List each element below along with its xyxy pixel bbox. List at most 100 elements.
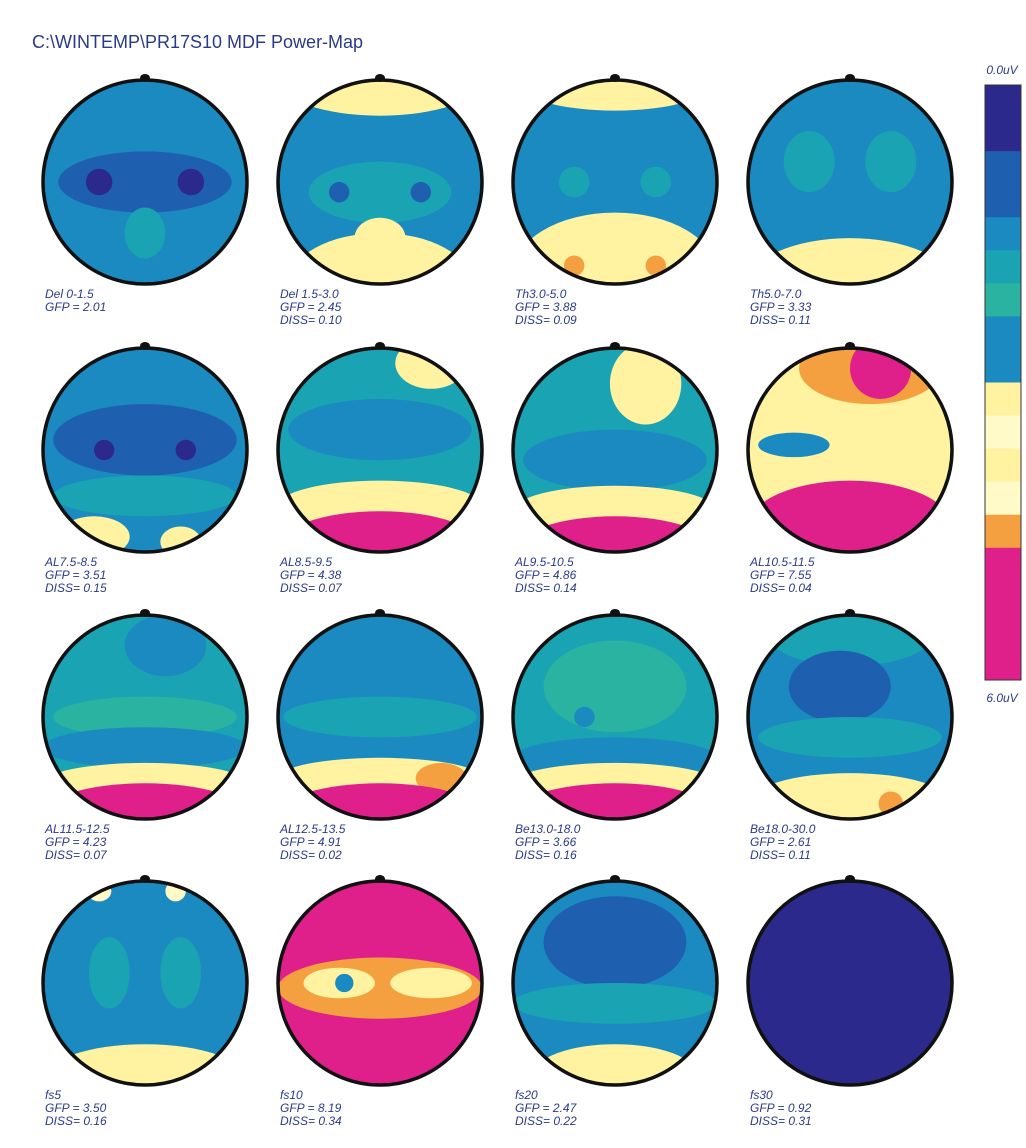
map-region (335, 973, 354, 993)
map-region (177, 168, 205, 196)
scalp-map (41, 875, 249, 1087)
colorbar-segment (985, 646, 1021, 681)
map-base (43, 881, 247, 1085)
head-outline (276, 346, 484, 554)
gfp-label: GFP = 4.38 (280, 568, 342, 582)
gfp-label: GFP = 0.92 (750, 1101, 812, 1115)
map-region (288, 233, 472, 284)
map-label: fs5 (45, 1088, 61, 1102)
map-region (58, 151, 232, 213)
colorbar-segment (985, 514, 1021, 549)
map-fill (748, 615, 952, 819)
colorbar-segment (985, 613, 1021, 648)
gfp-label: GFP = 3.66 (515, 835, 577, 849)
map-region (865, 131, 917, 193)
map-region (278, 511, 482, 552)
colorbar-segment (985, 481, 1021, 516)
colorbar-segment (985, 448, 1021, 483)
diss-label: DISS= 0.04 (750, 581, 812, 595)
map-label: fs30 (750, 1088, 773, 1102)
map-label: fs10 (280, 1088, 303, 1102)
gfp-label: GFP = 7.55 (750, 568, 812, 582)
head-outline (41, 346, 249, 554)
map-region (53, 696, 237, 738)
colorbar-segment (985, 382, 1021, 417)
scalp-map (276, 875, 484, 1087)
map-fill (748, 881, 952, 1085)
map-region (788, 650, 891, 723)
scalp-map (41, 342, 249, 554)
head-outline (511, 879, 719, 1087)
map-fill (278, 615, 482, 819)
colorbar-segment (985, 316, 1021, 350)
diss-label: DISS= 0.15 (45, 581, 107, 595)
colorbar-segment (985, 118, 1021, 152)
map-region (160, 937, 202, 1009)
map-region (278, 80, 482, 116)
head-outline (746, 78, 954, 286)
map-region (53, 404, 237, 476)
map-region (43, 1044, 247, 1085)
head-outline (746, 346, 954, 554)
map-region (748, 238, 952, 284)
diss-label: DISS= 0.31 (750, 1114, 812, 1128)
colorbar-frame (984, 84, 1022, 681)
head-outline (511, 78, 719, 286)
colorbar-top-label: 0.0uV (986, 63, 1018, 77)
map-region (94, 439, 115, 461)
map-region (124, 207, 166, 259)
gfp-label: GFP = 2.47 (515, 1101, 578, 1115)
diss-label: DISS= 0.16 (515, 848, 577, 862)
map-region (43, 783, 247, 819)
map-fill (43, 615, 247, 819)
map-region (124, 615, 207, 677)
diss-label: DISS= 0.02 (280, 848, 342, 862)
colorbar (984, 84, 1022, 681)
map-fill (748, 348, 952, 552)
gfp-label: GFP = 4.86 (515, 568, 577, 582)
gfp-label: GFP = 2.61 (750, 835, 811, 849)
gfp-label: GFP = 3.50 (45, 1101, 107, 1115)
head-outline (511, 346, 719, 554)
diss-label: DISS= 0.07 (45, 848, 108, 862)
map-base (748, 80, 952, 284)
map-label: Th5.0-7.0 (750, 287, 802, 301)
map-region (53, 475, 237, 517)
colorbar-segment (985, 349, 1021, 383)
map-region (558, 166, 590, 198)
scalp-map (511, 609, 719, 821)
map-region (758, 717, 942, 758)
diss-label: DISS= 0.14 (515, 581, 577, 595)
map-region (283, 696, 477, 738)
scalp-map (276, 74, 484, 286)
map-label: Del 1.5-3.0 (280, 287, 339, 301)
scalp-map (276, 609, 484, 821)
map-fill (278, 881, 482, 1085)
head-outline (41, 613, 249, 821)
colorbar-segment (985, 85, 1021, 119)
gfp-label: GFP = 3.88 (515, 300, 577, 314)
map-fill (513, 881, 717, 1085)
colorbar-segment (985, 283, 1021, 317)
map-region (390, 967, 472, 999)
map-region (175, 439, 196, 461)
map-region (783, 131, 835, 193)
scalp-map (746, 342, 954, 554)
map-region (564, 255, 585, 276)
gfp-label: GFP = 8.19 (280, 1101, 342, 1115)
map-fill (513, 348, 717, 552)
head-outline (41, 78, 249, 286)
diss-label: DISS= 0.34 (280, 1114, 342, 1128)
scalp-map (746, 875, 954, 1087)
map-region (574, 706, 595, 728)
colorbar-bottom-label: 6.0uV (986, 691, 1018, 705)
title: C:\WINTEMP\PR17S10 MDF Power-Map (32, 32, 363, 52)
diss-label: DISS= 0.09 (515, 313, 577, 327)
map-region (410, 182, 431, 203)
map-label: Th3.0-5.0 (515, 287, 567, 301)
map-label: Be13.0-18.0 (515, 822, 581, 836)
map-region (160, 526, 202, 552)
head-outline (276, 879, 484, 1087)
map-label: Be18.0-30.0 (750, 822, 816, 836)
